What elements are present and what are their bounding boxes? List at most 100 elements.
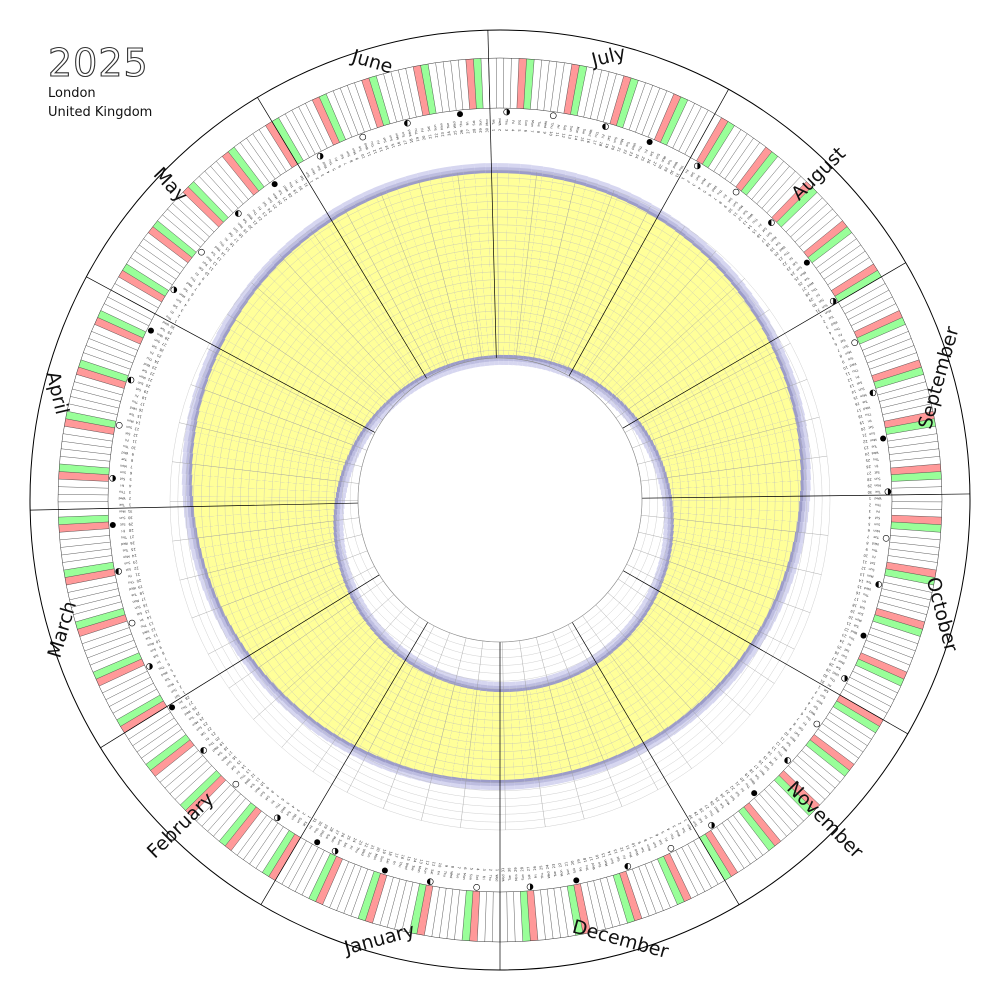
weekday-label: Thu (132, 399, 140, 405)
weekday-label: Mon (156, 332, 164, 339)
day-separator (258, 129, 287, 172)
day-separator (891, 471, 942, 475)
day-number-label: 20 (739, 776, 745, 783)
day-number-label: 25 (131, 547, 136, 552)
weekday-label: Sat (385, 858, 391, 865)
day-number-label: 26 (646, 158, 652, 164)
day-number-label: 26 (797, 281, 804, 287)
day-separator (311, 99, 334, 146)
full-moon-icon (851, 339, 858, 346)
weekday-label: Fri (349, 845, 354, 850)
daylight-band (395, 675, 437, 767)
day-separator (278, 117, 304, 161)
weekday-label: Mon (372, 853, 378, 861)
day-separator (58, 486, 109, 489)
day-separator (862, 331, 909, 351)
day-number-label: 17 (140, 401, 145, 406)
day-separator (743, 806, 776, 847)
day-separator (799, 214, 838, 248)
day-number-label: 3 (869, 509, 871, 513)
day-number-label: 22 (782, 261, 788, 267)
day-number-label: 29 (166, 330, 173, 336)
day-separator (343, 866, 362, 914)
daylight-band (596, 660, 652, 743)
day-number-label: 10 (204, 270, 211, 276)
day-number-label: 4 (696, 186, 701, 191)
day-separator (603, 73, 617, 122)
day-separator (890, 535, 941, 541)
weekday-label: Thu (549, 121, 554, 128)
weekday-label: Wed (672, 161, 679, 169)
weekday-label: Sat (382, 136, 388, 143)
month-label-november: November (782, 777, 867, 863)
weekday-label: Thu (123, 444, 130, 449)
day-number-label: 1 (495, 869, 499, 871)
weekday-label: Tue (742, 208, 749, 216)
day-number-label: 23 (864, 445, 869, 450)
sunday-stripe (613, 873, 635, 924)
weekday-label: Thu (146, 356, 154, 362)
day-number-label: 27 (129, 534, 134, 538)
day-number-label: 14 (858, 578, 864, 583)
weekday-label: Fri (120, 483, 124, 487)
first-quarter-moon-icon-shade (506, 109, 510, 116)
day-number-label: 7 (836, 348, 840, 353)
week-grid-line (632, 379, 808, 449)
day-separator (797, 755, 836, 789)
day-separator (301, 850, 325, 896)
day-number-label: 24 (634, 153, 640, 159)
week-grid-line (460, 640, 484, 828)
day-separator (819, 244, 862, 274)
daylight-band (591, 664, 644, 747)
daylight-band (609, 275, 732, 395)
daylight-band (301, 633, 379, 717)
day-separator (375, 75, 391, 124)
weekday-label: Thu (370, 141, 376, 149)
day-number-label: 18 (748, 767, 755, 774)
moon-phase-markers (109, 108, 892, 891)
daylight-band (333, 651, 398, 739)
daylight-band (356, 202, 441, 370)
daylight-band (261, 275, 393, 400)
weekday-label: Fri (178, 699, 183, 704)
day-number-label: 15 (144, 609, 150, 614)
week-grid-line (383, 632, 450, 809)
weekday-label: Wed (360, 848, 366, 856)
day-number-label: 10 (548, 131, 553, 137)
day-number-label: 12 (775, 741, 781, 747)
saturday-stripe (771, 181, 812, 223)
daylight-band (625, 309, 757, 410)
sunday-stripe (890, 521, 942, 533)
weekday-label: Wed (830, 320, 838, 327)
day-separator (823, 250, 866, 280)
day-number-label: 21 (252, 220, 258, 226)
weekday-label: Fri (121, 529, 125, 533)
day-number-label: 12 (425, 860, 430, 865)
day-number-label: 15 (137, 414, 142, 419)
daylight-band (667, 459, 802, 484)
day-number-label: 10 (727, 207, 733, 214)
day-separator (609, 75, 625, 124)
day-separator (520, 891, 524, 942)
day-separator (58, 514, 109, 518)
day-number-label: 4 (666, 827, 671, 831)
week-grid-line (532, 178, 577, 362)
day-number-label: 23 (133, 559, 138, 564)
weekday-label: Wed (872, 541, 879, 546)
day-number-label: 28 (164, 335, 171, 341)
weekday-label: Wed (129, 586, 137, 592)
weekday-label: Wed (546, 871, 551, 878)
day-number-label: 25 (195, 711, 201, 717)
day-number-label: 2 (177, 314, 181, 319)
day-number-label: 1 (182, 690, 186, 695)
day-number-label: 21 (862, 433, 867, 438)
day-separator (809, 739, 850, 771)
daylight-band (194, 421, 346, 466)
week-grid-line (172, 517, 360, 542)
weekday-label: Mon (191, 720, 199, 727)
week-grid-line (421, 637, 467, 821)
day-number-label: 22 (363, 842, 368, 848)
day-separator (446, 889, 454, 939)
weekday-label: Sat (426, 125, 431, 132)
month-divider (623, 570, 908, 735)
